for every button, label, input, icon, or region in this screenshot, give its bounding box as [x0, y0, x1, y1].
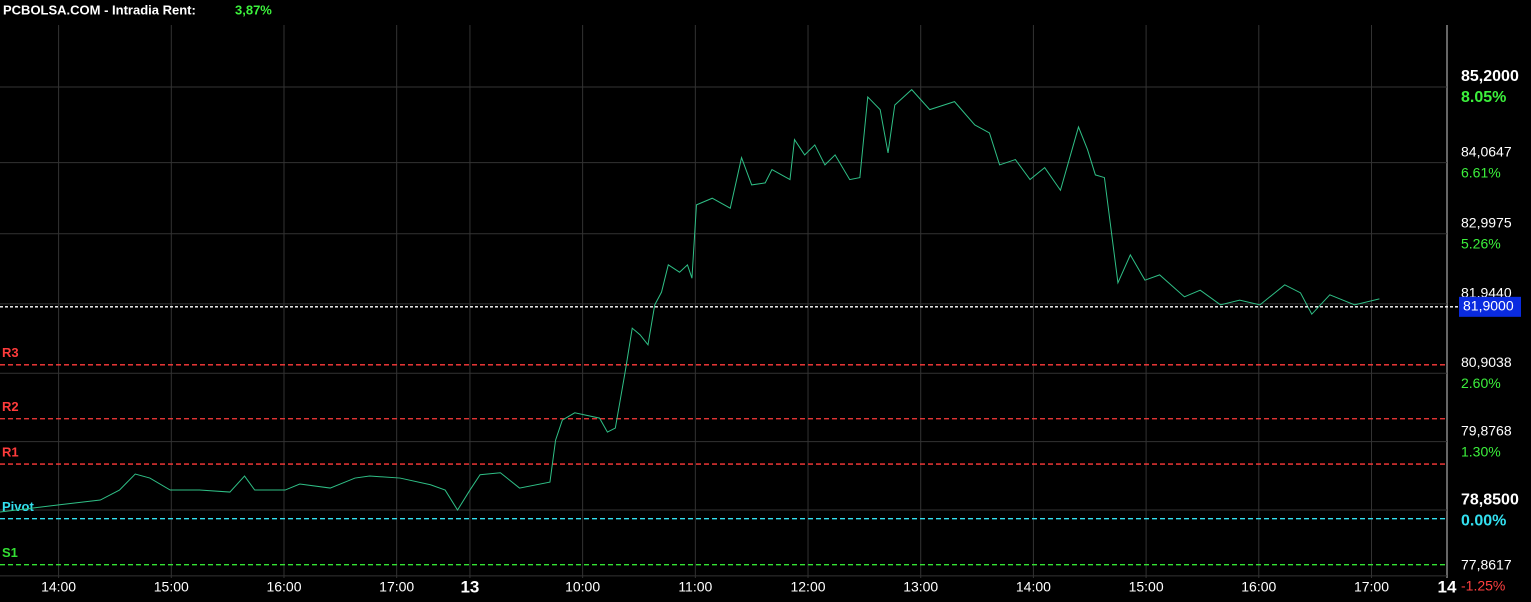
- x-tick-label: 17:00: [1354, 579, 1389, 595]
- x-tick-label: 17:00: [379, 579, 414, 595]
- x-tick-label: 10:00: [565, 579, 600, 595]
- level-label: R2: [2, 399, 19, 414]
- y-tick-label: 85,2000: [1461, 68, 1519, 85]
- y2-tick-label: 5.26%: [1461, 235, 1501, 251]
- x-tick-label: 14:00: [41, 579, 76, 595]
- y2-tick-label: 0.00%: [1461, 512, 1506, 529]
- last-price-label: 81,9000: [1463, 298, 1514, 314]
- y2-tick-label: 8.05%: [1461, 89, 1506, 106]
- price-line: [0, 88, 1380, 513]
- y-tick-label: 84,0647: [1461, 143, 1512, 159]
- y-tick-label: 80,9038: [1461, 354, 1512, 370]
- level-label: R3: [2, 345, 19, 360]
- y2-tick-label: 1.30%: [1461, 444, 1501, 460]
- x-tick-label: 15:00: [1129, 579, 1164, 595]
- y2-tick-label: 6.61%: [1461, 164, 1501, 180]
- x-tick-label: 14: [1438, 577, 1457, 596]
- level-label: S1: [2, 545, 18, 560]
- x-tick-label: 13:00: [903, 579, 938, 595]
- level-label: R1: [2, 445, 19, 460]
- x-tick-label: 16:00: [1241, 579, 1276, 595]
- x-tick-label: 15:00: [154, 579, 189, 595]
- y2-tick-label: 2.60%: [1461, 375, 1501, 391]
- y-tick-label: 78,8500: [1461, 491, 1519, 508]
- x-tick-label: 13: [460, 577, 479, 596]
- y-tick-label: 77,8617: [1461, 557, 1512, 573]
- chart-title: PCBOLSA.COM - Intradia Rent:: [3, 2, 196, 17]
- level-label: Pivot: [2, 499, 34, 514]
- x-tick-label: 11:00: [678, 579, 712, 595]
- last-price-box: [1459, 296, 1521, 317]
- y2-tick-label: -1.25%: [1461, 578, 1505, 594]
- x-tick-label: 12:00: [790, 579, 825, 595]
- x-tick-label: 16:00: [266, 579, 301, 595]
- y-tick-label: 82,9975: [1461, 214, 1512, 230]
- y-tick-label: 79,8768: [1461, 422, 1512, 438]
- return-label: 3,87%: [235, 2, 272, 17]
- x-tick-label: 14:00: [1016, 579, 1051, 595]
- y-tick-label: 81,9440: [1461, 285, 1512, 301]
